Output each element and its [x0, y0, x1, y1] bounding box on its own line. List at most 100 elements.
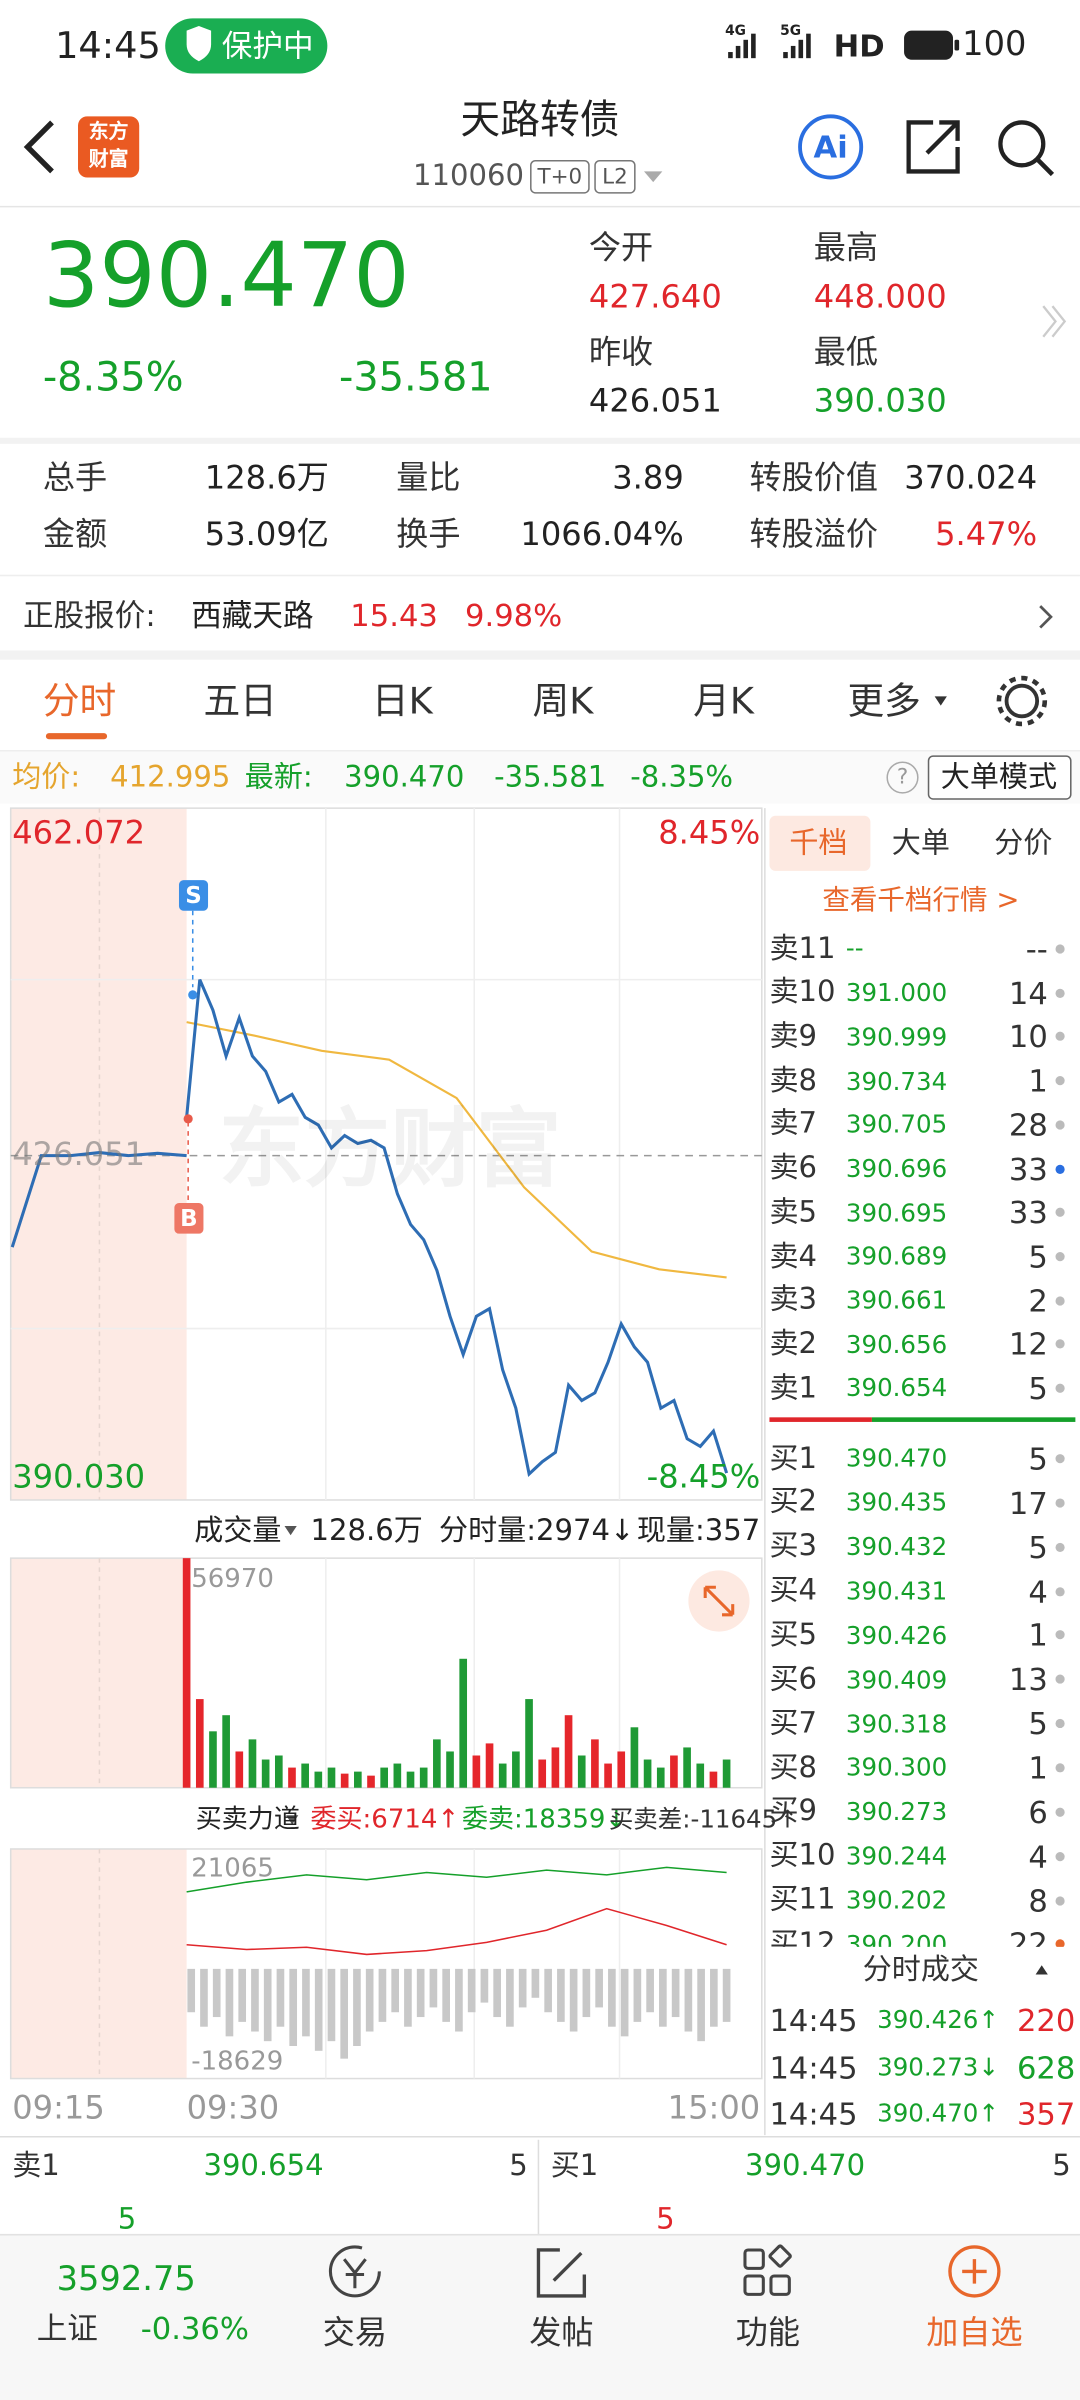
ai-label[interactable]: Ai — [813, 128, 848, 166]
logo-text: 财富 — [88, 148, 129, 172]
index-value[interactable]: 3592.75 — [56, 2260, 196, 2299]
avg-label: 均价: — [12, 760, 81, 794]
book-dot — [1055, 1498, 1065, 1508]
panel-frame — [9, 807, 763, 1501]
underlying-chevron[interactable] — [1039, 605, 1053, 629]
bid-label: 买1 — [550, 2148, 599, 2183]
book-volume: 10 — [1008, 1018, 1048, 1056]
book-volume: 5 — [1028, 1369, 1048, 1407]
ask-volume: 5 — [509, 2148, 528, 2183]
diff-bar — [582, 1968, 591, 2018]
chart-tab[interactable]: 五日 — [203, 678, 277, 722]
book-dot — [1055, 1164, 1065, 1174]
time-label: 15:00 — [667, 2089, 761, 2127]
underlying-price: 15.43 — [350, 596, 438, 634]
chart-tab[interactable]: 更多 — [847, 678, 921, 722]
expand-icon — [703, 1585, 735, 1617]
stat-label: 量比 — [396, 459, 461, 497]
book-price: 390.318 — [845, 1708, 948, 1738]
mode-label[interactable]: 大单模式 — [940, 760, 1058, 794]
book-volume: 12 — [1008, 1325, 1048, 1363]
avg-value: 412.995 — [110, 760, 231, 794]
volume-label[interactable]: 成交量 — [194, 1513, 282, 1547]
book-tab[interactable]: 千档 — [789, 825, 848, 860]
book-dot — [1055, 1586, 1065, 1596]
diff-bar — [289, 1968, 298, 2046]
ask-price: 390.654 — [203, 2148, 324, 2183]
diff-bar — [225, 1968, 234, 2037]
help-icon[interactable] — [886, 761, 919, 794]
volume-bar — [354, 1771, 362, 1788]
diff-bar — [238, 1968, 247, 2022]
book-price: -- — [845, 934, 864, 964]
trades-title[interactable]: 分时成交 — [862, 1952, 980, 1987]
volume-bar — [340, 1773, 349, 1788]
book-volume: -- — [1025, 930, 1048, 968]
badge — [530, 159, 590, 194]
book-dot — [1055, 1719, 1065, 1729]
book-price: 390.661 — [845, 1285, 948, 1315]
time-label: 09:30 — [186, 2089, 280, 2127]
chart-tab[interactable]: 月K — [693, 678, 754, 722]
field-label: 昨收 — [588, 334, 654, 372]
ai-button[interactable] — [798, 114, 864, 180]
mode-button[interactable] — [927, 755, 1072, 800]
book-price: 390.426 — [845, 1620, 948, 1650]
code-dropdown[interactable] — [644, 171, 663, 183]
ask-label: 卖1 — [12, 2148, 60, 2183]
share-button[interactable] — [906, 120, 960, 174]
underlying-name[interactable]: 西藏天路 — [191, 596, 314, 634]
back-button[interactable] — [23, 120, 54, 174]
book-dot — [1055, 1120, 1065, 1130]
nav-item[interactable]: 交易 — [322, 2314, 388, 2352]
status-time: 14:45 — [55, 23, 161, 67]
chart-tab[interactable]: 周K — [532, 678, 594, 722]
badge — [594, 159, 636, 194]
volume-bar — [195, 1699, 204, 1788]
trade-price: 390.470↑ — [877, 2099, 999, 2129]
nav-item[interactable]: 加自选 — [926, 2314, 1023, 2352]
volume-bar — [406, 1771, 415, 1788]
signal-bar — [743, 39, 749, 59]
marker-label: B — [180, 1204, 198, 1233]
volume-bar — [314, 1771, 323, 1788]
stat-value: 53.09亿 — [204, 516, 329, 554]
more-chevron[interactable] — [1042, 305, 1067, 338]
stat-value: 128.6万 — [204, 459, 329, 497]
field-label: 最高 — [813, 230, 879, 267]
settings-button[interactable] — [1004, 683, 1040, 719]
book-tab[interactable]: 大单 — [891, 825, 950, 860]
book-level: 卖1 — [769, 1370, 818, 1405]
last-price: 390.470 — [42, 223, 410, 328]
trade-price: 390.426↑ — [877, 2005, 999, 2035]
book-price: 390.435 — [845, 1488, 948, 1518]
book-dot — [1055, 1630, 1065, 1640]
bid-price: 390.470 — [744, 2148, 866, 2183]
stat-label: 转股溢价 — [749, 516, 879, 554]
power-sell: 委卖:18359↓ — [461, 1804, 628, 1835]
nav-item[interactable]: 功能 — [735, 2314, 801, 2352]
chart-tab[interactable]: 分时 — [42, 678, 117, 722]
search-button[interactable] — [998, 120, 1046, 168]
stat-value: 1066.04% — [520, 516, 684, 554]
diff-bar — [493, 1968, 501, 2018]
volume-bar — [419, 1767, 428, 1788]
nav-icon — [536, 2248, 587, 2298]
book-tab[interactable]: 分价 — [994, 825, 1053, 860]
diff-bar — [404, 1968, 412, 2027]
diff-bar — [531, 1968, 540, 1998]
diff-bar — [633, 1968, 642, 2022]
volume-bar — [209, 1731, 217, 1788]
nav-item[interactable]: 发帖 — [529, 2314, 594, 2352]
book-tab-active — [769, 815, 871, 871]
help-label[interactable]: ? — [896, 764, 909, 790]
book-volume: 22 — [1008, 1926, 1048, 1947]
power-buy: 委买:6714↑ — [310, 1804, 460, 1835]
diff-bar — [314, 1968, 323, 2051]
marker-dot — [183, 1114, 193, 1124]
book-link[interactable]: 查看千档行情 > — [822, 884, 1020, 918]
book-dot — [1055, 1763, 1065, 1773]
chart-tab[interactable]: 日K — [371, 678, 433, 722]
power-label[interactable]: 买卖力道 — [195, 1804, 300, 1835]
